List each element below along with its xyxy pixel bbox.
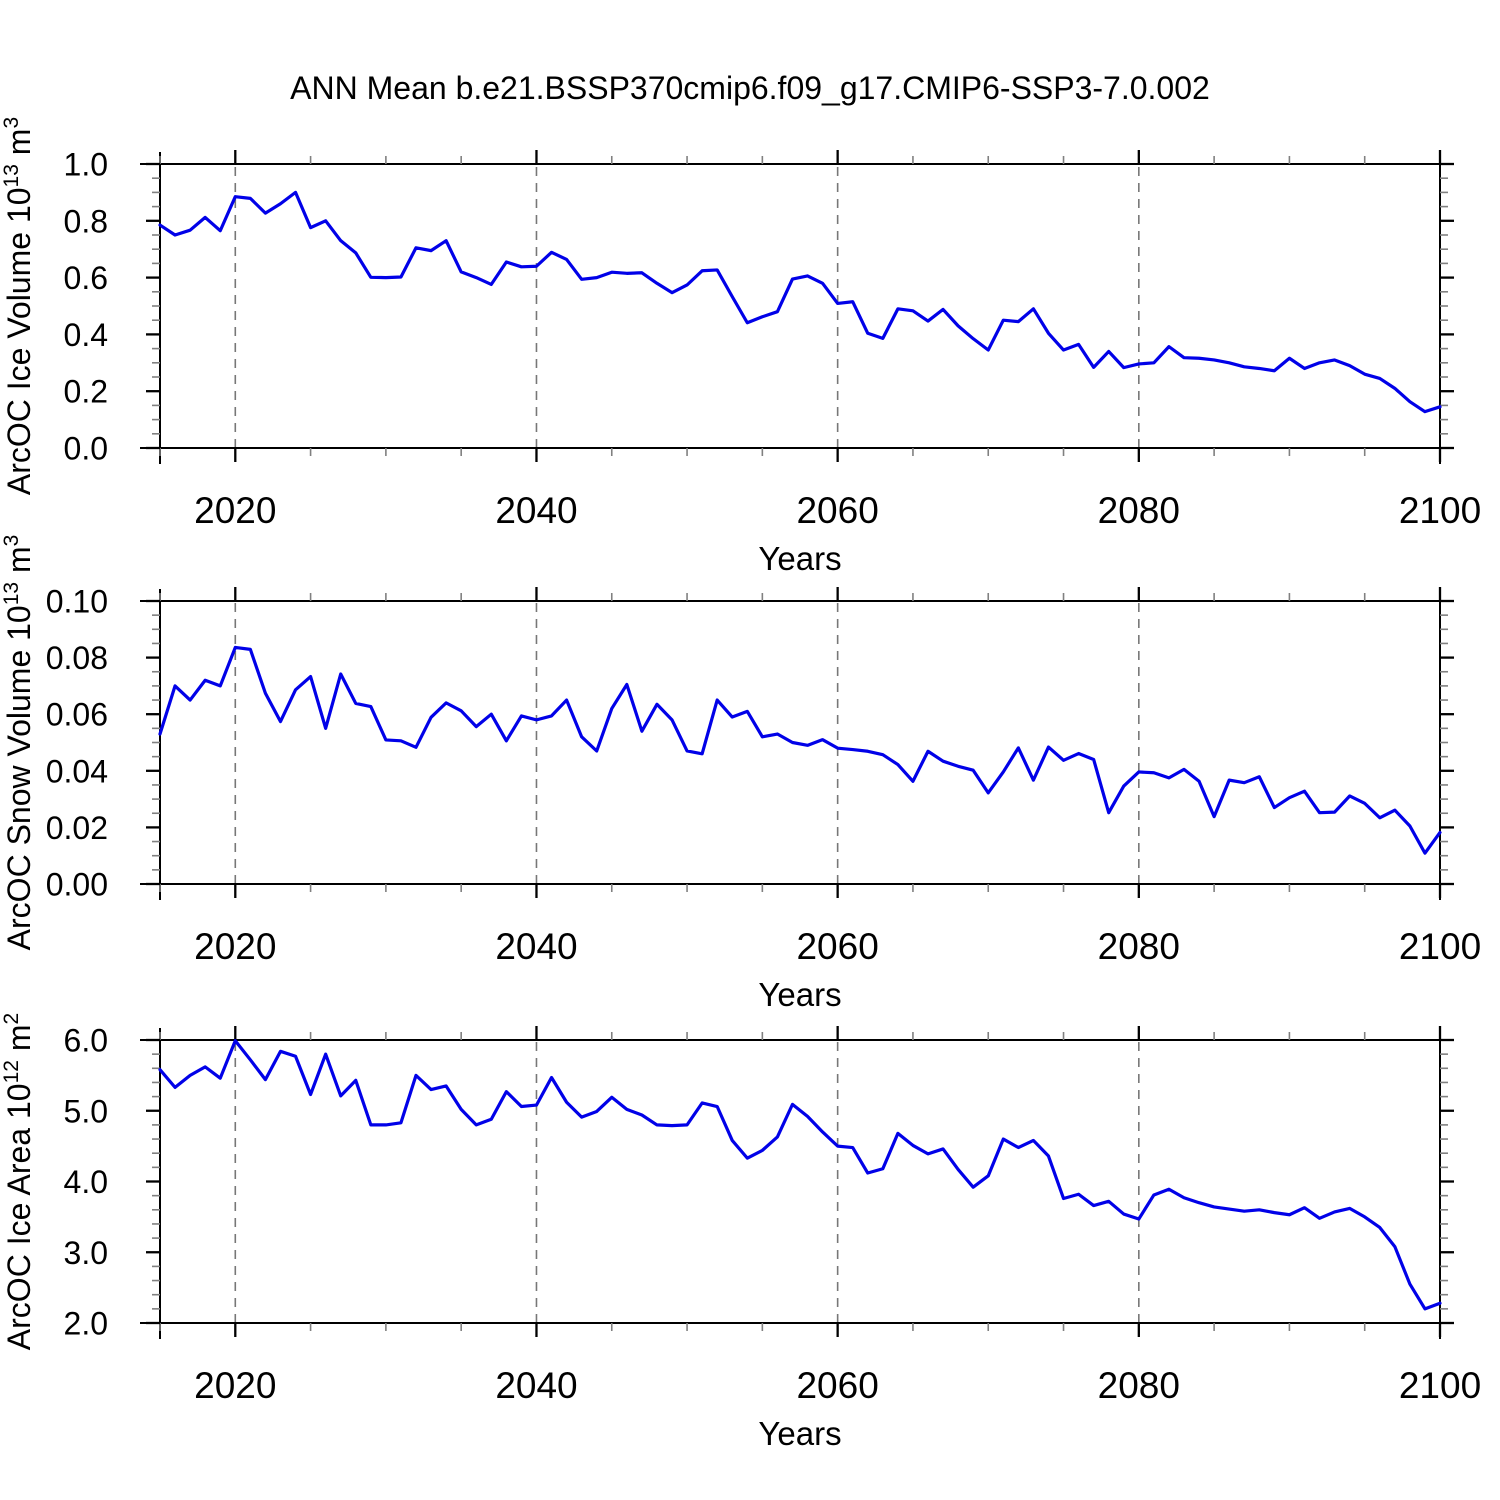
- x-axis-title: Years: [758, 976, 841, 1013]
- chart-panel-1: 0.0 0.2 0.4 0.6 0.8 1.0 2020 2040 2060 2080 2100 Ye…: [0, 117, 1481, 577]
- data-line: [158, 645, 1442, 855]
- x-tick-label: 2100: [1399, 490, 1481, 531]
- y-tick-label: 0.00: [46, 867, 108, 903]
- y-axis-title: ArcOC Ice Volume 1013 m3: [0, 117, 37, 495]
- x-tick-label: 2040: [495, 926, 577, 967]
- x-axis-title: Years: [758, 1415, 841, 1452]
- x-axis-title: Years: [758, 540, 841, 577]
- x-tick-label: 2080: [1098, 926, 1180, 967]
- y-axis-title: ArcOC Snow Volume 1013 m3: [0, 535, 37, 951]
- y-tick-label: 0.10: [46, 584, 108, 620]
- chart-panel-3: 2.0 3.0 4.0 5.0 6.0 2020 2040 2060 2080 2100 Years…: [0, 1013, 1481, 1452]
- y-tick-label: 0.6: [64, 260, 108, 296]
- y-tick-label: 1.0: [64, 147, 108, 183]
- y-tick-label: 0.06: [46, 697, 108, 733]
- data-line: [158, 190, 1442, 414]
- y-tick-label: 2.0: [64, 1306, 108, 1342]
- y-tick-label: 0.02: [46, 810, 108, 846]
- y-tick-label: 5.0: [64, 1093, 108, 1129]
- data-line: [158, 1039, 1442, 1311]
- x-tick-label: 2040: [495, 490, 577, 531]
- y-tick-label: 0.08: [46, 640, 108, 676]
- x-tick-label: 2020: [194, 1365, 276, 1406]
- x-tick-label: 2020: [194, 490, 276, 531]
- y-tick-label: 3.0: [64, 1235, 108, 1271]
- x-tick-label: 2080: [1098, 1365, 1180, 1406]
- x-tick-label: 2060: [796, 926, 878, 967]
- chart-panel-2: 0.00 0.02 0.04 0.06 0.08 0.10 2020 2040 2060 2080…: [0, 535, 1481, 1013]
- y-tick-label: 4.0: [64, 1164, 108, 1200]
- y-tick-label: 0.8: [64, 203, 108, 239]
- y-axis-title: ArcOC Ice Area 1012 m2: [0, 1013, 37, 1350]
- y-tick-label: 0.4: [64, 317, 108, 353]
- x-tick-label: 2100: [1399, 1365, 1481, 1406]
- x-tick-label: 2040: [495, 1365, 577, 1406]
- y-tick-label: 6.0: [64, 1023, 108, 1059]
- y-tick-label: 0.2: [64, 374, 108, 410]
- page-title: ANN Mean b.e21.BSSP370cmip6.f09_g17.CMIP…: [290, 70, 1210, 106]
- x-tick-label: 2020: [194, 926, 276, 967]
- y-tick-label: 0.0: [64, 431, 108, 467]
- x-tick-label: 2060: [796, 1365, 878, 1406]
- x-tick-label: 2060: [796, 490, 878, 531]
- y-tick-label: 0.04: [46, 753, 108, 789]
- x-tick-label: 2100: [1399, 926, 1481, 967]
- x-tick-label: 2080: [1098, 490, 1180, 531]
